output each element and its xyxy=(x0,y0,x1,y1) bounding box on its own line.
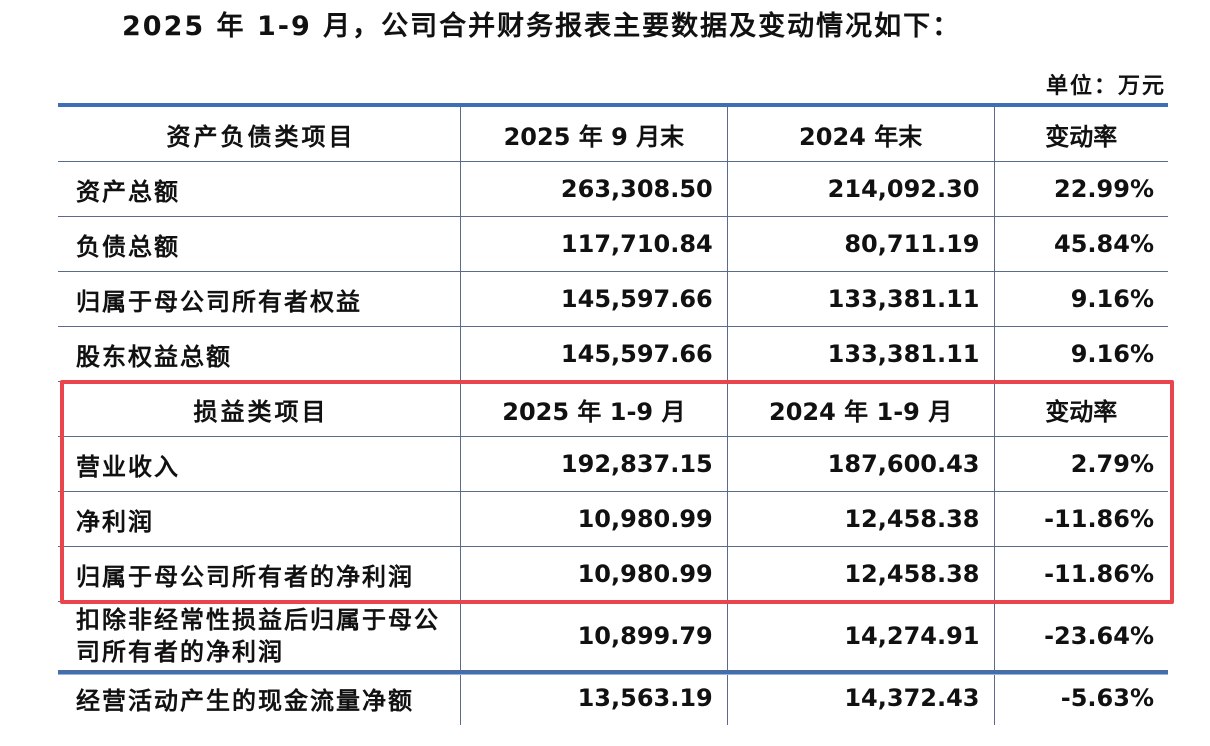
row-label: 资产总额 xyxy=(58,161,461,217)
value-cell: 117,710.84 xyxy=(460,216,728,272)
value-cell: 133,381.11 xyxy=(727,271,995,327)
value-cell: 192,837.15 xyxy=(460,436,728,492)
table-row: 股东权益总额 145,597.66 133,381.11 9.16% xyxy=(58,326,1168,382)
value-cell: 13,563.19 xyxy=(460,670,728,725)
table-bottom-rule xyxy=(58,670,1168,675)
row-label: 归属于母公司所有者权益 xyxy=(58,271,461,327)
table-row: 净利润 10,980.99 12,458.38 -11.86% xyxy=(58,491,1168,547)
value-cell: 145,597.66 xyxy=(460,326,728,382)
value-cell: 80,711.19 xyxy=(727,216,995,272)
table-row: 营业收入 192,837.15 187,600.43 2.79% xyxy=(58,436,1168,492)
header-cell: 变动率 xyxy=(994,381,1168,437)
change-cell: 45.84% xyxy=(994,216,1168,272)
change-cell: -23.64% xyxy=(994,601,1168,671)
value-cell: 263,308.50 xyxy=(460,161,728,217)
table-row: 资产总额 263,308.50 214,092.30 22.99% xyxy=(58,161,1168,217)
header-cell: 损益类项目 xyxy=(58,381,461,437)
balance-header-row: 资产负债类项目 2025 年 9 月末 2024 年末 变动率 xyxy=(58,105,1168,162)
row-label: 股东权益总额 xyxy=(58,326,461,382)
header-cell: 2025 年 9 月末 xyxy=(460,105,728,162)
change-cell: 9.16% xyxy=(994,326,1168,382)
change-cell: 9.16% xyxy=(994,271,1168,327)
value-cell: 12,458.38 xyxy=(727,546,995,602)
table-row: 经营活动产生的现金流量净额 13,563.19 14,372.43 -5.63% xyxy=(58,670,1168,725)
change-cell: -11.86% xyxy=(994,546,1168,602)
row-label: 负债总额 xyxy=(58,216,461,272)
row-label: 净利润 xyxy=(58,491,461,547)
table-row: 扣除非经常性损益后归属于母公司所有者的净利润 10,899.79 14,274.… xyxy=(58,601,1168,671)
value-cell: 10,899.79 xyxy=(460,601,728,671)
table-row: 归属于母公司所有者权益 145,597.66 133,381.11 9.16% xyxy=(58,271,1168,327)
value-cell: 145,597.66 xyxy=(460,271,728,327)
value-cell: 187,600.43 xyxy=(727,436,995,492)
row-label: 营业收入 xyxy=(58,436,461,492)
table-row: 负债总额 117,710.84 80,711.19 45.84% xyxy=(58,216,1168,272)
row-label: 经营活动产生的现金流量净额 xyxy=(58,670,461,725)
change-cell: 22.99% xyxy=(994,161,1168,217)
unit-label: 单位：万元 xyxy=(1045,74,1166,99)
value-cell: 10,980.99 xyxy=(460,546,728,602)
value-cell: 14,274.91 xyxy=(727,601,995,671)
income-header-row: 损益类项目 2025 年 1-9 月 2024 年 1-9 月 变动率 xyxy=(58,381,1168,437)
value-cell: 12,458.38 xyxy=(727,491,995,547)
header-cell: 2024 年 1-9 月 xyxy=(727,381,995,437)
change-cell: -11.86% xyxy=(994,491,1168,547)
header-cell: 2025 年 1-9 月 xyxy=(460,381,728,437)
value-cell: 133,381.11 xyxy=(727,326,995,382)
change-cell: -5.63% xyxy=(1060,684,1154,712)
page-title: 2025 年 1-9 月，公司合并财务报表主要数据及变动情况如下： xyxy=(122,11,962,42)
change-cell: 2.79% xyxy=(994,436,1168,492)
header-cell: 变动率 xyxy=(994,105,1168,162)
value-cell: 214,092.30 xyxy=(727,161,995,217)
table-row: 归属于母公司所有者的净利润 10,980.99 12,458.38 -11.86… xyxy=(58,546,1168,602)
header-cell: 资产负债类项目 xyxy=(58,105,461,162)
header-cell: 2024 年末 xyxy=(727,105,995,162)
value-cell: 14,372.43 xyxy=(727,670,995,725)
financial-table: 资产负债类项目 2025 年 9 月末 2024 年末 变动率 资产总额 263… xyxy=(58,103,1168,725)
row-label: 归属于母公司所有者的净利润 xyxy=(58,546,461,602)
row-label: 扣除非经常性损益后归属于母公司所有者的净利润 xyxy=(58,601,461,671)
value-cell: 10,980.99 xyxy=(460,491,728,547)
